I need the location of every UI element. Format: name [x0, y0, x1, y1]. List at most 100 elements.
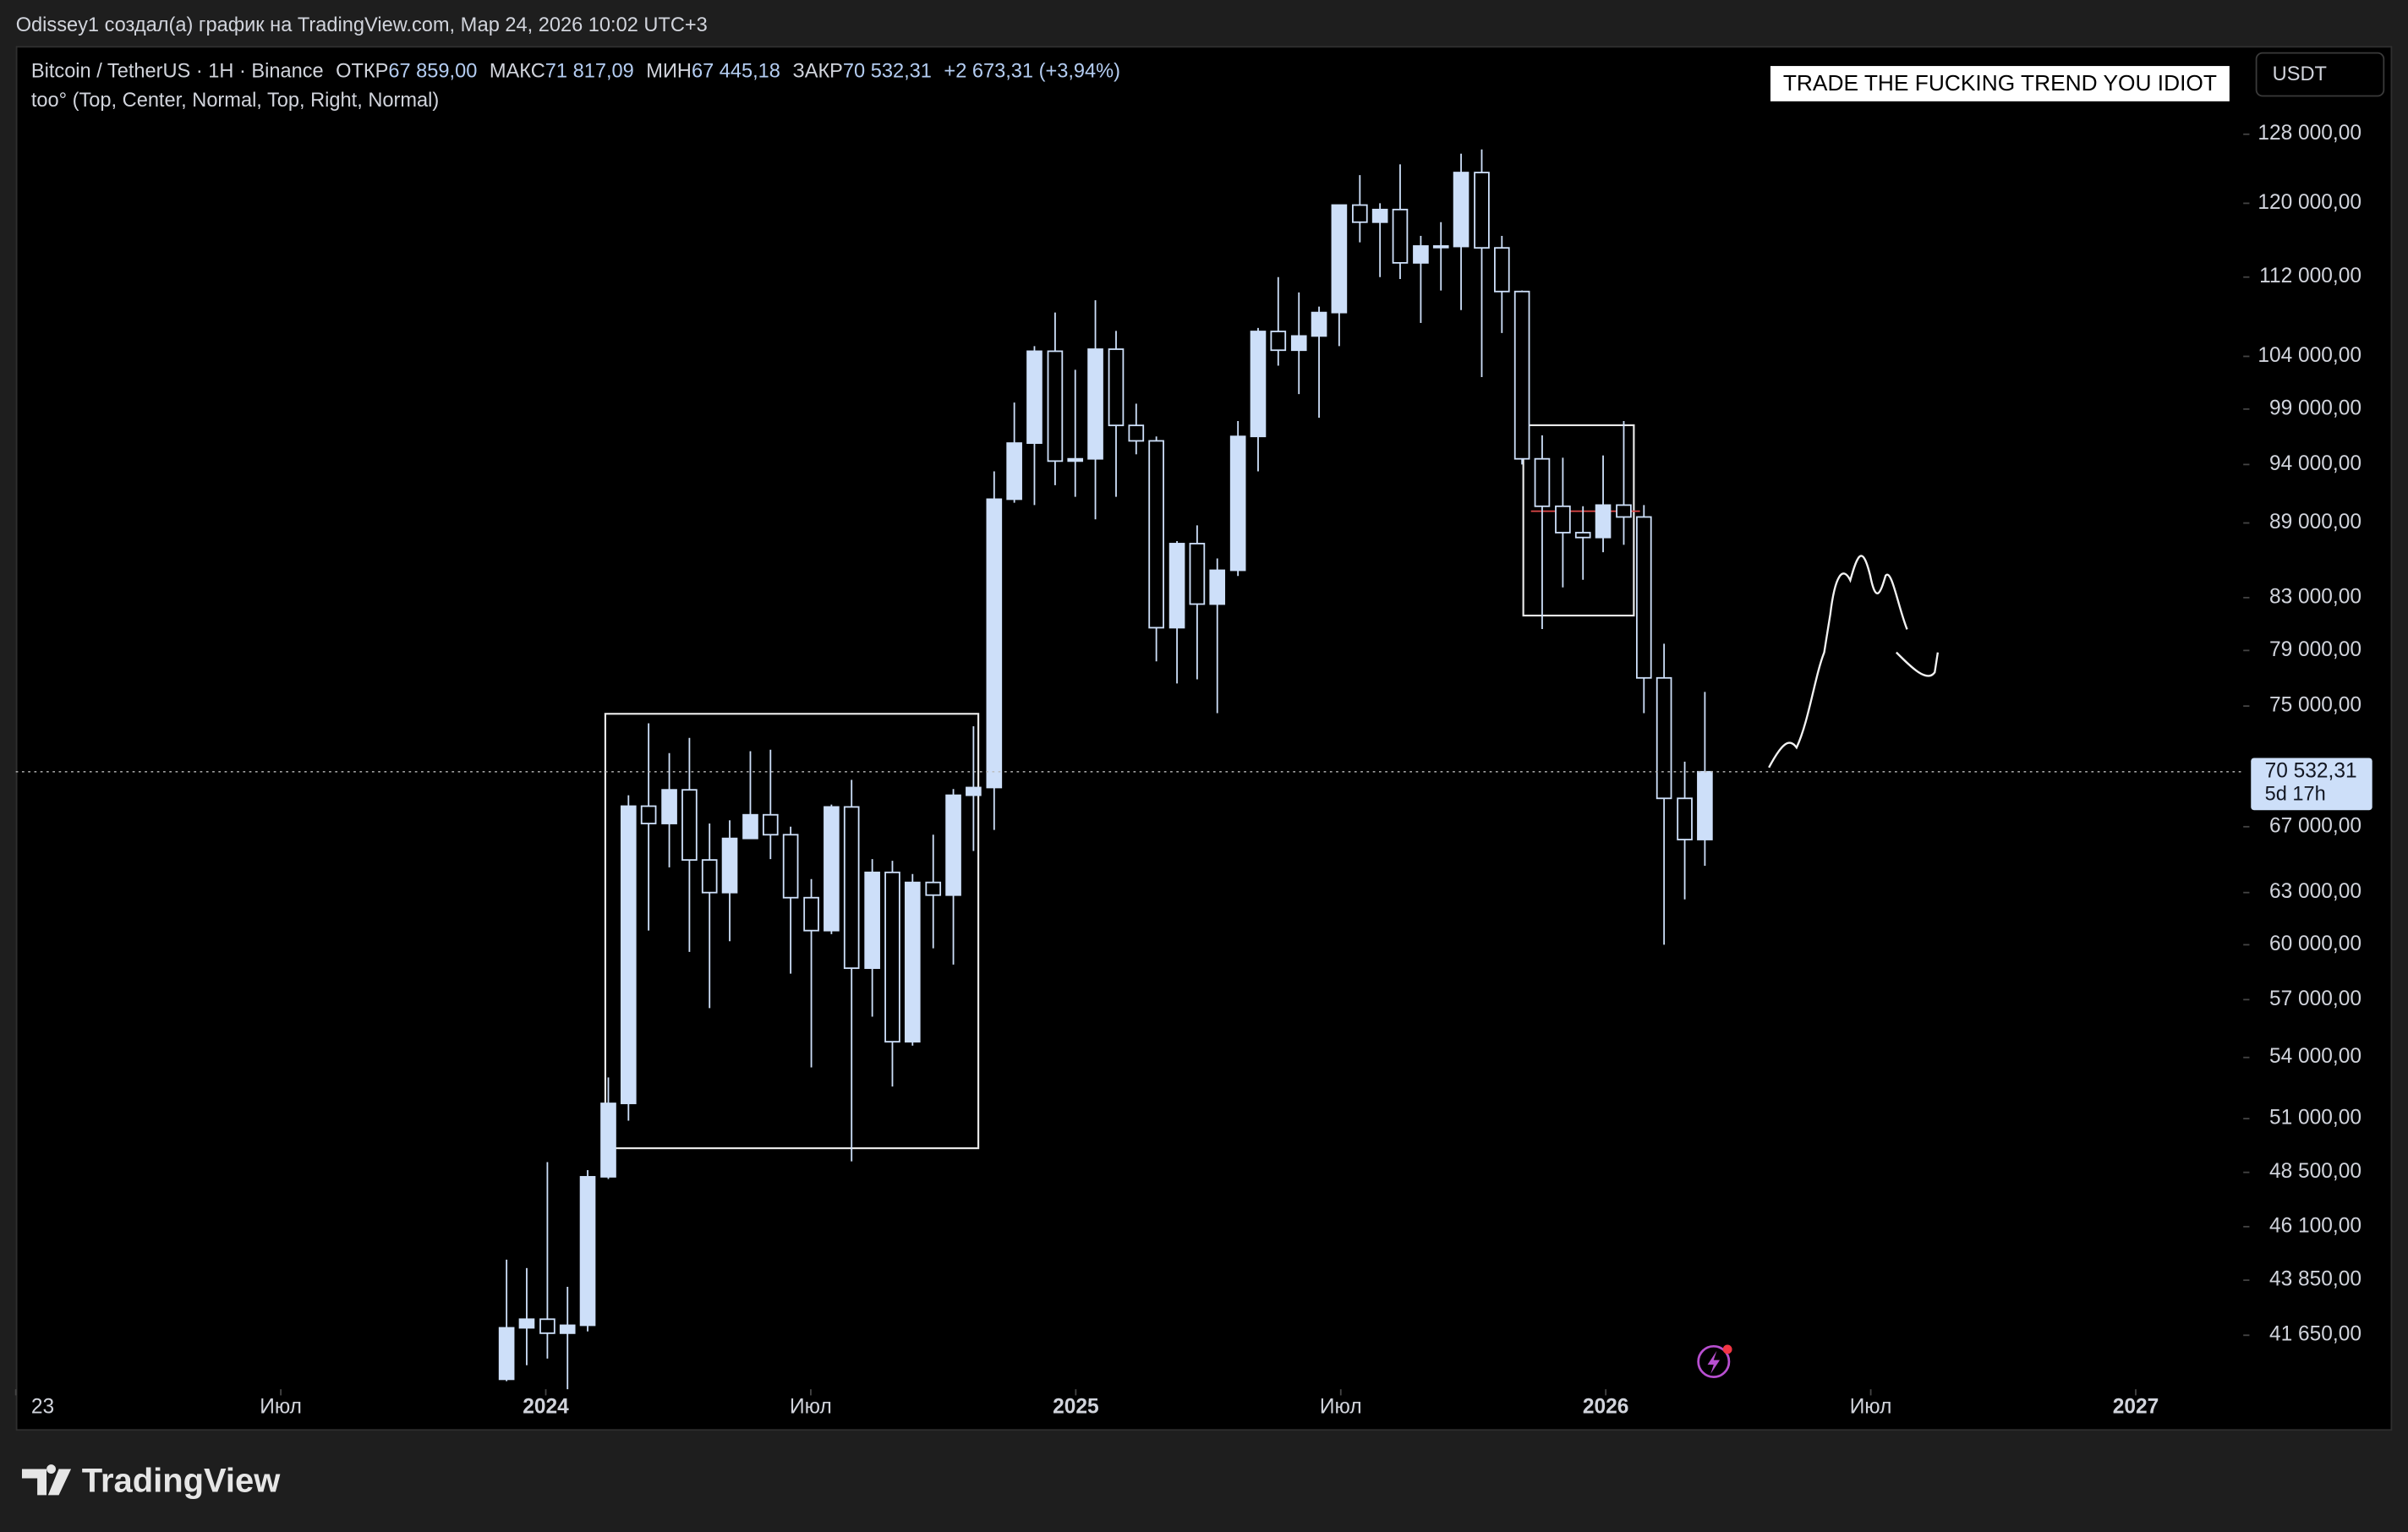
y-tick-label: 41 650,00 [2269, 1323, 2361, 1346]
y-tick-label: 112 000,00 [2259, 265, 2361, 287]
x-tick-label: 2026 [1583, 1395, 1629, 1418]
currency[interactable]: USDT [2273, 63, 2327, 85]
change: +2 673,31 (+3,94%) [944, 61, 1120, 83]
x-tick-label: 2024 [523, 1395, 569, 1418]
candle-body [1067, 457, 1084, 462]
candle-body [925, 881, 942, 896]
candle-body [640, 805, 657, 824]
candle-body [1595, 504, 1612, 539]
banner: TRADE THE FUCKING TREND YOU IDIOT [1783, 70, 2217, 96]
candle-body [701, 859, 718, 894]
candle-body [782, 834, 799, 899]
ohlc-label: ОТКР [336, 61, 388, 83]
y-tick-label: 104 000,00 [2258, 344, 2361, 367]
range-box [1522, 424, 1635, 617]
candle-body [1555, 505, 1571, 533]
y-tick-label: 94 000,00 [2269, 452, 2361, 475]
y-tick-label: 57 000,00 [2269, 988, 2361, 1010]
drawing-path [1768, 555, 1940, 769]
candle-body [579, 1175, 596, 1327]
candle-body [904, 881, 921, 1043]
candle-body [1168, 543, 1185, 629]
candle-body [1574, 532, 1591, 539]
candle-body [1371, 208, 1388, 223]
candle-body [681, 789, 698, 862]
x-tick-label: 2025 [1053, 1395, 1099, 1418]
candle-body [1229, 435, 1246, 572]
y-tick-label: 60 000,00 [2269, 933, 2361, 955]
candle-body [1331, 204, 1348, 314]
y-tick-label: 67 000,00 [2269, 814, 2361, 837]
attribution: Odissey1 создал(а) график на TradingView… [16, 14, 708, 36]
y-tick-label: 75 000,00 [2269, 694, 2361, 717]
chart-panel [15, 46, 2393, 1431]
candle-body [1635, 516, 1652, 679]
candle-body [1494, 247, 1510, 293]
ohlc-label: МАКС [490, 61, 545, 83]
y-tick-label: 54 000,00 [2269, 1045, 2361, 1068]
y-tick-label: 79 000,00 [2269, 638, 2361, 661]
candle-body [1026, 350, 1043, 444]
candle-body [1270, 331, 1287, 352]
candle-body [1474, 172, 1490, 249]
last-price-label: 70 532,31 [2265, 759, 2357, 782]
y-tick-label: 99 000,00 [2269, 397, 2361, 419]
candle-body [1087, 348, 1103, 460]
y-tick-label: 83 000,00 [2269, 585, 2361, 608]
candle-body [518, 1318, 535, 1329]
candle-body [1413, 245, 1429, 264]
candle-body [884, 871, 900, 1043]
candle-body [661, 789, 677, 824]
candle-body [843, 806, 860, 970]
banner-box [1770, 66, 2230, 101]
countdown: 5d 17h [2265, 783, 2326, 805]
candle-body [1189, 543, 1206, 605]
legend: Bitcoin / TetherUS · 1H · Binance ОТКР67 … [31, 61, 1120, 83]
y-tick-label: 89 000,00 [2269, 511, 2361, 533]
candle-body [1453, 172, 1469, 248]
candle-body [966, 786, 982, 796]
x-tick-label: Июл [260, 1395, 302, 1418]
x-tick-label: 23 [31, 1395, 54, 1418]
y-tick-label: 46 100,00 [2269, 1214, 2361, 1237]
y-tick-label: 63 000,00 [2269, 880, 2361, 903]
logo: TradingView [21, 1462, 281, 1499]
candle-body [1677, 797, 1693, 840]
candle-body [1513, 290, 1530, 460]
x-tick-label: Июл [1320, 1395, 1362, 1418]
candle-body [864, 871, 880, 970]
candle-body [1148, 440, 1164, 629]
x-tick-label: 2027 [2113, 1395, 2159, 1418]
candle-body [1209, 569, 1226, 605]
range-box [604, 713, 980, 1150]
candle-body [986, 498, 1003, 789]
ohlc-value: 67 859,00 [388, 61, 477, 83]
candle-body [1392, 208, 1409, 264]
symbol: Bitcoin / TetherUS · 1H · Binance [31, 61, 324, 83]
ohlc-value: 70 532,31 [843, 61, 932, 83]
candle-body [1432, 245, 1449, 249]
candle-body [1616, 504, 1632, 518]
candle-body [600, 1102, 616, 1178]
plot-area [498, 149, 1940, 1390]
y-tick-label: 128 000,00 [2258, 122, 2361, 145]
alert-icon[interactable] [1697, 1344, 1732, 1378]
candle-body [1311, 311, 1327, 337]
indicator-label: too° (Top, Center, Normal, Top, Right, N… [31, 90, 439, 112]
ohlc-value: 67 445,18 [692, 61, 780, 83]
brand: TradingView [82, 1462, 281, 1499]
currency-button[interactable] [2255, 52, 2385, 97]
candle-body [1047, 350, 1064, 462]
y-tick-label: 120 000,00 [2258, 191, 2361, 214]
candle-body [1656, 676, 1672, 800]
candle-body [742, 813, 758, 840]
candle-body [498, 1327, 515, 1381]
candle-body [559, 1324, 576, 1334]
candle-body [1534, 457, 1551, 507]
candle-body [1250, 331, 1267, 438]
x-tick-label: Июл [790, 1395, 832, 1418]
candle-body [1108, 348, 1125, 427]
candle-body [1128, 424, 1145, 442]
